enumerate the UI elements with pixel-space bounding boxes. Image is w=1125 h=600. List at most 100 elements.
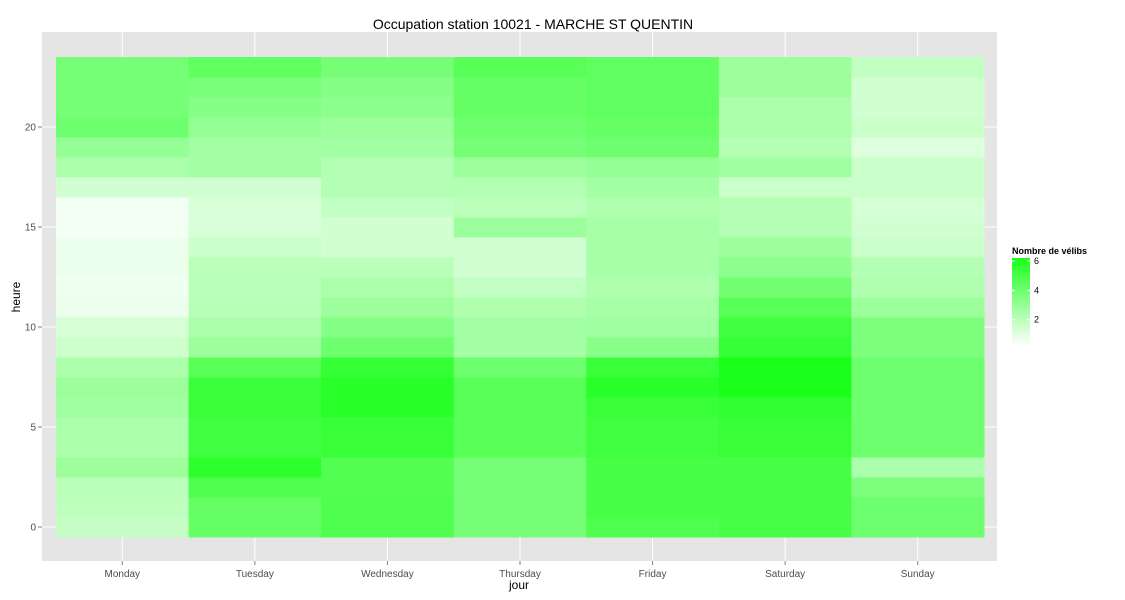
y-tick-label: 10 <box>25 323 37 334</box>
heatmap-cell <box>321 417 455 438</box>
heatmap-cell <box>586 277 720 298</box>
heatmap-cell <box>586 117 720 138</box>
heatmap-cell <box>56 317 190 338</box>
heatmap-cell <box>321 197 455 218</box>
y-axis: 0 5 10 15 20 <box>25 123 42 534</box>
heatmap-cell <box>851 197 985 218</box>
y-tick-label: 20 <box>25 123 37 134</box>
heatmap-cell <box>718 517 852 538</box>
heatmap-cell <box>188 177 322 198</box>
heatmap-cell <box>321 97 455 118</box>
heatmap-cell <box>56 117 190 138</box>
heatmap-cell <box>453 137 587 158</box>
heatmap-cell <box>851 157 985 178</box>
heatmap-cell <box>453 497 587 518</box>
legend-tick-label: 4 <box>1034 285 1039 295</box>
heatmap-cell <box>188 357 322 378</box>
heatmap-cell <box>188 297 322 318</box>
heatmap-cell <box>851 437 985 458</box>
legend: Nombre de vélibs 2 4 6 <box>1012 246 1087 346</box>
heatmap-cell <box>188 237 322 258</box>
heatmap-cell <box>453 397 587 418</box>
heatmap-cell <box>56 477 190 498</box>
heatmap-cell <box>453 257 587 278</box>
heatmap-cell <box>321 177 455 198</box>
heatmap-cell <box>718 497 852 518</box>
heatmap-cell <box>321 477 455 498</box>
heatmap-cell <box>56 417 190 438</box>
x-axis-title: jour <box>508 578 529 592</box>
heatmap-cell <box>56 177 190 198</box>
heatmap-cell <box>586 337 720 358</box>
heatmap-cell <box>453 297 587 318</box>
plot-panel <box>42 32 997 561</box>
heatmap-cell <box>851 477 985 498</box>
heatmap-cell <box>188 517 322 538</box>
heatmap-cell <box>56 197 190 218</box>
heatmap-cell <box>188 457 322 478</box>
heatmap-cell <box>188 317 322 338</box>
heatmap-cell <box>718 417 852 438</box>
heatmap-cell <box>586 377 720 398</box>
heatmap-cell <box>188 377 322 398</box>
y-axis-title: heure <box>9 281 23 312</box>
heatmap-cell <box>718 57 852 78</box>
heatmap-cell <box>188 117 322 138</box>
heatmap-cell <box>453 177 587 198</box>
legend-colorbar <box>1012 258 1030 346</box>
heatmap-cell <box>453 417 587 438</box>
heatmap-cell <box>851 497 985 518</box>
heatmap-cell <box>188 137 322 158</box>
heatmap-cell <box>321 57 455 78</box>
heatmap-cell <box>586 157 720 178</box>
heatmap-cell <box>56 357 190 378</box>
heatmap-cell <box>321 77 455 98</box>
heatmap-cell <box>851 57 985 78</box>
x-axis: Monday Tuesday Wednesday Thursday Friday Satu… <box>104 561 935 580</box>
heatmap-cell <box>453 317 587 338</box>
legend-tick-label: 2 <box>1034 315 1039 325</box>
heatmap-cell <box>321 437 455 458</box>
heatmap-cell <box>586 437 720 458</box>
heatmap-cell <box>453 357 587 378</box>
heatmap-cell <box>851 257 985 278</box>
heatmap-cell <box>56 157 190 178</box>
heatmap-cell <box>56 437 190 458</box>
heatmap-cell <box>851 77 985 98</box>
heatmap-cell <box>188 77 322 98</box>
heatmap-cell <box>321 117 455 138</box>
heatmap-cell <box>718 97 852 118</box>
heatmap-cell <box>718 277 852 298</box>
heatmap-cell <box>851 357 985 378</box>
heatmap-cell <box>453 457 587 478</box>
heatmap-cell <box>586 57 720 78</box>
x-tick-label: Wednesday <box>361 569 414 580</box>
heatmap-cell <box>453 157 587 178</box>
heatmap-cell <box>321 357 455 378</box>
heatmap-cell <box>56 57 190 78</box>
heatmap-cell <box>188 397 322 418</box>
heatmap-cell <box>586 237 720 258</box>
heatmap-cell <box>321 297 455 318</box>
heatmap-cell <box>453 337 587 358</box>
heatmap-cell <box>321 137 455 158</box>
heatmap-cell <box>453 477 587 498</box>
heatmap-cell <box>851 177 985 198</box>
heatmap-cell <box>586 517 720 538</box>
y-tick-label: 15 <box>25 223 37 234</box>
heatmap-cell <box>851 397 985 418</box>
heatmap-cell <box>718 317 852 338</box>
heatmap-cell <box>586 137 720 158</box>
heatmap-cell <box>321 497 455 518</box>
heatmap-tiles <box>56 57 985 538</box>
legend-tick-label: 6 <box>1034 256 1039 266</box>
heatmap-cell <box>56 297 190 318</box>
heatmap-cell <box>56 257 190 278</box>
heatmap-cell <box>188 477 322 498</box>
heatmap-cell <box>453 97 587 118</box>
heatmap-cell <box>851 337 985 358</box>
heatmap-cell <box>718 197 852 218</box>
heatmap-cell <box>718 137 852 158</box>
